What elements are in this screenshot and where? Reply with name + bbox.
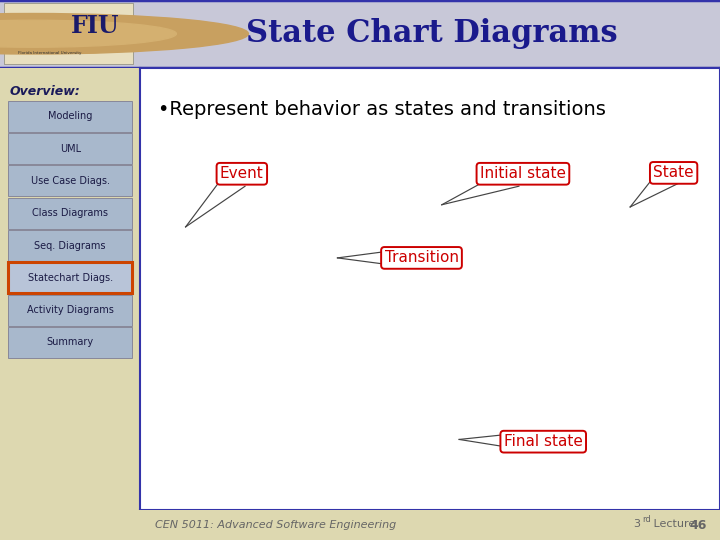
Text: FIU: FIU [71, 14, 119, 38]
Text: Class Diagrams: Class Diagrams [32, 208, 108, 218]
FancyBboxPatch shape [4, 3, 133, 64]
Text: Activity Diagrams: Activity Diagrams [27, 305, 114, 315]
Text: Transition: Transition [384, 251, 459, 265]
Text: Initial state: Initial state [480, 166, 566, 181]
Text: 46: 46 [690, 518, 707, 532]
Text: Lecture: Lecture [650, 518, 696, 529]
Text: State Chart Diagrams: State Chart Diagrams [246, 18, 618, 49]
Text: UML: UML [60, 144, 81, 153]
Text: Event: Event [220, 166, 264, 181]
FancyBboxPatch shape [9, 133, 132, 164]
Text: Statechart Diags.: Statechart Diags. [27, 273, 113, 283]
Text: rd: rd [642, 515, 651, 524]
Text: Overview:: Overview: [10, 85, 81, 98]
Circle shape [0, 20, 176, 47]
FancyBboxPatch shape [9, 295, 132, 326]
Text: Summary: Summary [47, 338, 94, 347]
FancyBboxPatch shape [9, 327, 132, 358]
Text: Modeling: Modeling [48, 111, 92, 121]
Text: Final state: Final state [504, 434, 582, 449]
Text: Florida International University: Florida International University [18, 51, 81, 55]
Text: 3: 3 [634, 518, 641, 529]
Text: Use Case Diags.: Use Case Diags. [31, 176, 109, 186]
Circle shape [0, 14, 248, 54]
Text: State: State [653, 165, 694, 180]
FancyBboxPatch shape [9, 262, 132, 293]
FancyBboxPatch shape [9, 165, 132, 197]
FancyBboxPatch shape [9, 198, 132, 228]
Text: Seq. Diagrams: Seq. Diagrams [35, 240, 106, 251]
FancyBboxPatch shape [9, 100, 132, 132]
Text: •Represent behavior as states and transitions: •Represent behavior as states and transi… [158, 100, 606, 119]
FancyBboxPatch shape [9, 230, 132, 261]
Text: CEN 5011: Advanced Software Engineering: CEN 5011: Advanced Software Engineering [155, 520, 396, 530]
